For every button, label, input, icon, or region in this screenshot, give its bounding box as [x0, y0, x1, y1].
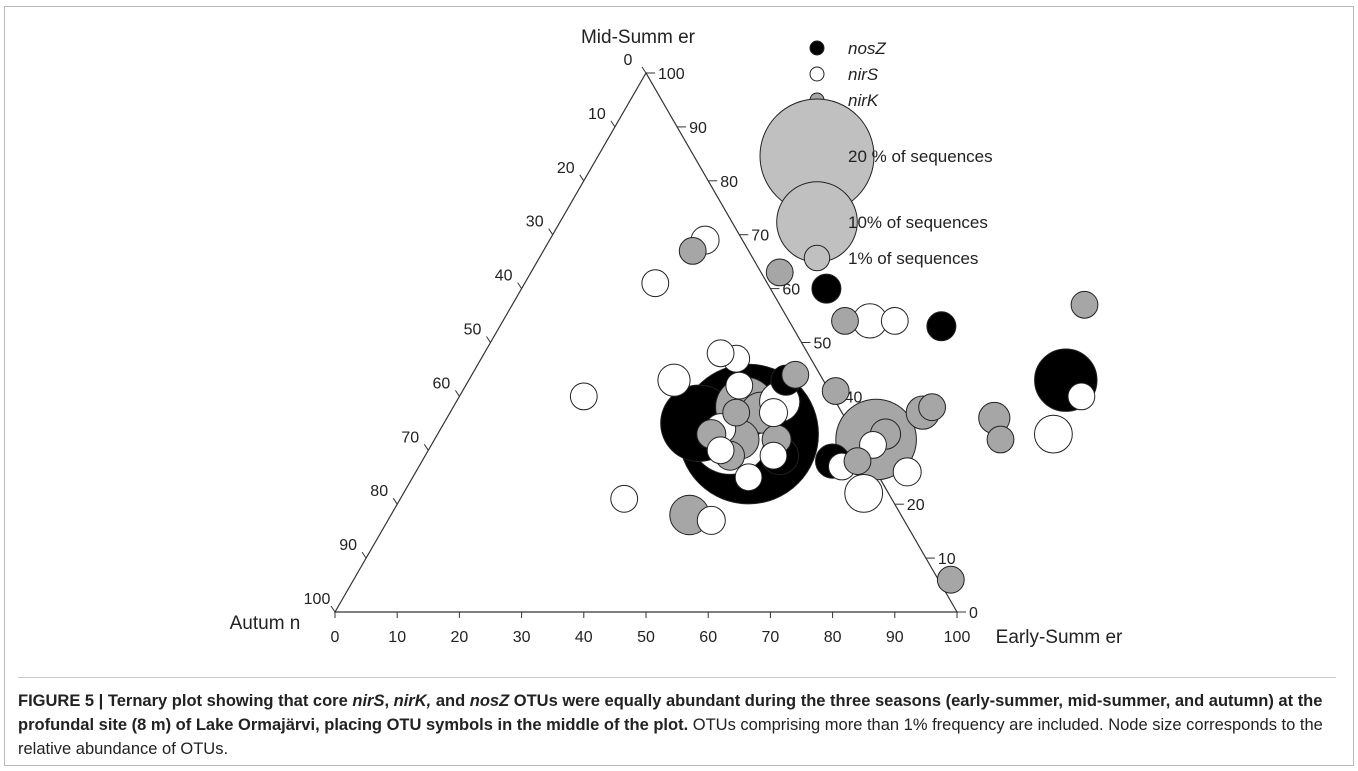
tick-label-right: 0 — [969, 605, 978, 622]
otu-point-nirS — [880, 307, 909, 335]
tick-label-bottom: 20 — [451, 629, 469, 646]
tick-label-bottom: 50 — [637, 629, 655, 646]
tick-label-right: 60 — [782, 282, 800, 299]
legend-size-label: 10% of sequences — [848, 213, 988, 232]
otu-point-nirK — [821, 377, 850, 405]
otu-point-nirS — [734, 463, 763, 492]
otu-point-nirS — [892, 457, 922, 487]
tick-label-right: 20 — [907, 497, 925, 514]
axis-label-autumn: Autum n — [230, 613, 301, 634]
tick-left — [330, 605, 336, 613]
tick-label-left: 20 — [557, 160, 575, 177]
figure-caption: FIGURE 5 | Ternary plot showing that cor… — [18, 689, 1336, 761]
otu-point-nirS — [1034, 414, 1073, 454]
legend-size-label: 20 % of sequences — [848, 147, 993, 166]
tick-left — [454, 390, 460, 397]
tick-label-left: 30 — [526, 214, 544, 231]
tick-left — [517, 282, 523, 289]
tick-label-right: 90 — [689, 120, 707, 137]
tick-left — [423, 444, 429, 451]
tick-left — [579, 174, 585, 182]
otu-point-nosZ — [926, 311, 957, 342]
axis-label-mid-summer: Mid-Summ er — [581, 27, 696, 48]
tick-label-right: 100 — [658, 66, 685, 83]
tick-label-left: 90 — [339, 537, 357, 554]
tick-label-left: 40 — [495, 268, 513, 285]
otu-point-nirS — [569, 382, 598, 411]
otu-point-nirK — [781, 360, 810, 389]
tick-label-bottom: 90 — [886, 629, 904, 646]
tick-label-right: 50 — [814, 336, 832, 353]
tick-label-left: 0 — [624, 52, 633, 69]
tick-left — [361, 551, 367, 559]
otu-point-nirS — [759, 398, 788, 428]
tick-label-right: 80 — [720, 174, 738, 191]
otu-point-nirS — [759, 441, 788, 470]
legend-label-nirS: nirS — [848, 65, 879, 84]
tick-label-left: 10 — [588, 106, 606, 123]
otu-point-nosZ — [811, 273, 842, 304]
legend-label-nosZ: nosZ — [848, 39, 886, 58]
axis-label-early-summer: Early-Summ er — [996, 627, 1123, 648]
tick-label-bottom: 60 — [699, 629, 717, 646]
tick-label-bottom: 80 — [824, 629, 842, 646]
tick-label-bottom: 0 — [331, 629, 340, 646]
plot-points — [569, 225, 1099, 594]
tick-label-bottom: 40 — [575, 629, 593, 646]
tick-label-left: 70 — [401, 429, 419, 446]
otu-point-nirK — [986, 425, 1015, 454]
tick-label-left: 100 — [304, 591, 331, 608]
tick-label-bottom: 10 — [388, 629, 406, 646]
tick-label-bottom: 70 — [762, 629, 780, 646]
otu-point-nirS — [844, 474, 884, 513]
tick-left — [392, 497, 398, 505]
legend-size-circle — [803, 244, 831, 272]
legend-swatch-nosZ — [809, 40, 825, 56]
tick-left — [641, 66, 647, 74]
otu-point-nirK — [936, 565, 965, 594]
otu-point-nirS — [657, 363, 691, 397]
caption-body: OTUs comprising more than 1% frequency a… — [18, 716, 1323, 758]
caption-divider — [18, 677, 1336, 678]
tick-label-right: 70 — [751, 228, 769, 245]
otu-point-nirK — [678, 237, 707, 265]
tick-label-right: 10 — [938, 551, 956, 568]
legend-size-label: 1% of sequences — [848, 249, 978, 268]
otu-point-nirS — [610, 484, 639, 513]
tick-label-left: 50 — [464, 322, 482, 339]
ternary-plot: 0001010102020203030304040405050506060607… — [230, 27, 1123, 648]
otu-point-nirK — [722, 398, 751, 427]
tick-label-left: 80 — [370, 483, 388, 500]
tick-left — [548, 228, 554, 235]
tick-left — [610, 120, 616, 128]
tick-label-bottom: 30 — [513, 629, 531, 646]
tick-left — [486, 336, 491, 343]
otu-point-nirK — [1070, 290, 1099, 319]
tick-label-left: 60 — [433, 375, 451, 392]
legend-label-nirK: nirK — [848, 91, 879, 110]
otu-point-nirS — [706, 339, 735, 368]
otu-point-nirS — [696, 505, 726, 535]
plot-axes: 0001010102020203030304040405050506060607… — [304, 52, 978, 646]
otu-point-nirS — [641, 269, 670, 298]
caption-title: FIGURE 5 | Ternary plot showing that cor… — [18, 692, 1323, 734]
otu-point-nirS — [725, 371, 754, 400]
otu-point-nirK — [918, 393, 946, 422]
otu-point-nirK — [843, 447, 872, 476]
otu-point-nirK — [765, 258, 794, 287]
otu-point-nirK — [831, 307, 859, 335]
legend-swatch-nirS — [809, 66, 825, 82]
legend: nosZ nirS nirK 20 % of sequences 10% of sequ… — [759, 39, 993, 272]
otu-point-nirS — [706, 436, 735, 465]
tick-label-bottom: 100 — [944, 629, 971, 646]
otu-point-nirS — [1067, 382, 1096, 411]
